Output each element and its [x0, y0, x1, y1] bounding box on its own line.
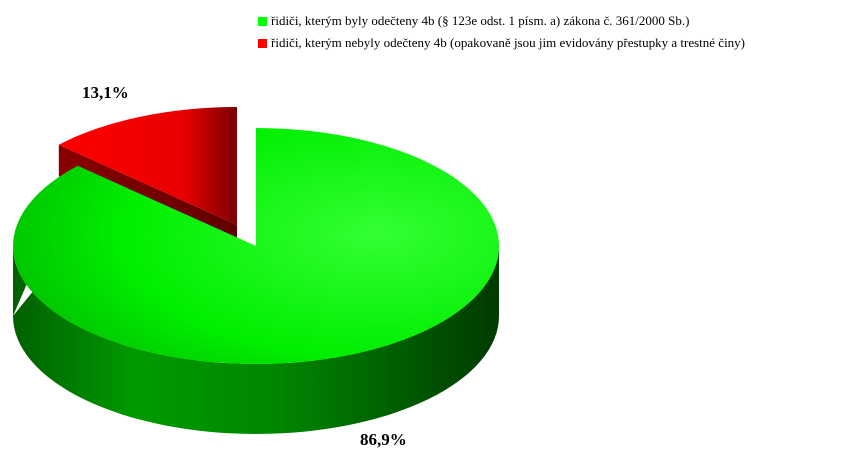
legend-label-2: řidiči, kterým nebyly odečteny 4b (opako… — [271, 35, 746, 50]
legend-item-1: řidiči, kterým byly odečteny 4b (§ 123e … — [258, 10, 745, 32]
pie-slice-green — [13, 128, 500, 365]
legend: řidiči, kterým byly odečteny 4b (§ 123e … — [258, 10, 745, 54]
data-label-red: 13,1% — [82, 83, 129, 102]
legend-item-2: řidiči, kterým nebyly odečteny 4b (opako… — [258, 32, 745, 54]
data-label-green: 86,9% — [360, 430, 407, 449]
legend-swatch-green — [258, 16, 267, 26]
pie-slice-wall-red — [58, 144, 237, 239]
pie-slice-wall-green — [13, 165, 499, 434]
legend-label-1: řidiči, kterým byly odečteny 4b (§ 123e … — [271, 13, 690, 28]
legend-swatch-red — [258, 38, 267, 48]
pie-slice-red — [58, 107, 237, 225]
